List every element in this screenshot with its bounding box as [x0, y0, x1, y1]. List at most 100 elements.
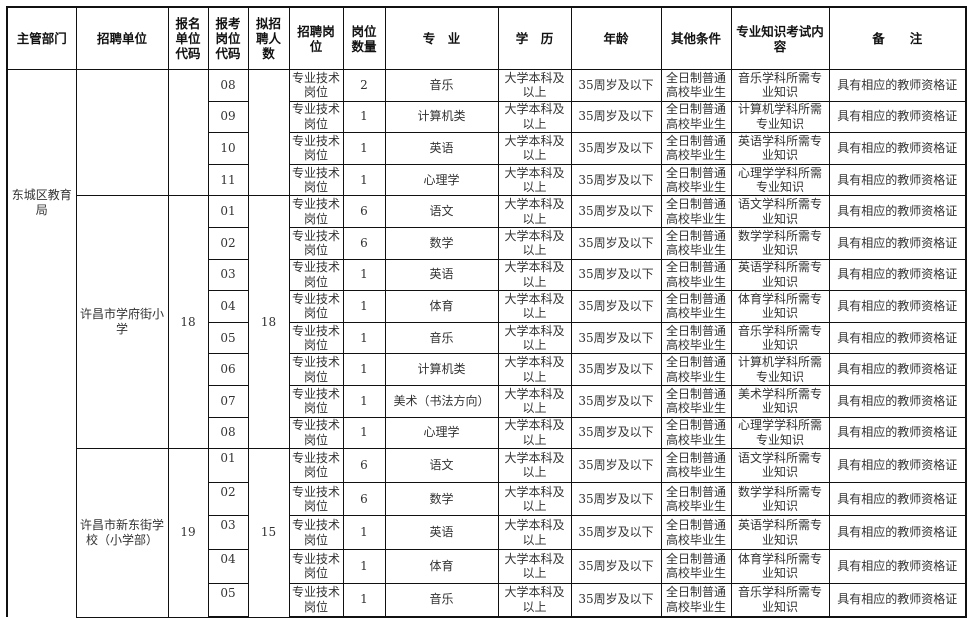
exam-cell-text: 英语学科所需专业知识: [737, 518, 822, 547]
post-num-cell: 6: [342, 481, 386, 517]
age-cell: 35周岁及以下: [570, 69, 662, 102]
other-cell: 全日制普通高校毕业生: [660, 582, 732, 618]
education-cell-text: 大学本科及以上: [504, 355, 565, 384]
unit-cell: 许昌市学府街小学: [75, 195, 169, 450]
note-cell: 具有相应的教师资格证: [828, 448, 967, 483]
note-cell: 具有相应的教师资格证: [828, 481, 967, 517]
post-cell: 专业技术岗位: [288, 258, 344, 292]
post-num-cell: 6: [342, 226, 386, 260]
age-cell: 35周岁及以下: [570, 321, 662, 355]
education-cell-text: 大学本科及以上: [504, 165, 565, 195]
major-cell: 心理学: [384, 416, 499, 450]
age-cell: 35周岁及以下: [570, 132, 662, 165]
post-num-cell: 1: [342, 353, 386, 386]
education-cell-text: 大学本科及以上: [504, 386, 565, 416]
age-cell: 35周岁及以下: [570, 290, 662, 323]
department-cell: 东城区教育局: [6, 69, 77, 618]
age-cell: 35周岁及以下: [570, 582, 662, 618]
post-code-cell: 01: [207, 448, 249, 483]
major-cell: 体育: [384, 548, 499, 584]
other-cell: 全日制普通高校毕业生: [660, 353, 732, 386]
other-cell: 全日制普通高校毕业生: [660, 548, 732, 584]
post-cell: 专业技术岗位: [288, 416, 344, 450]
other-cell: 全日制普通高校毕业生: [660, 416, 732, 450]
other-cell: 全日制普通高校毕业生: [660, 69, 732, 102]
other-cell: 全日制普通高校毕业生: [660, 258, 732, 292]
note-cell: 具有相应的教师资格证: [828, 321, 967, 355]
note-cell: 具有相应的教师资格证: [828, 515, 967, 550]
education-cell: 大学本科及以上: [497, 384, 572, 418]
other-cell-text: 全日制普通高校毕业生: [665, 197, 726, 226]
note-cell: 具有相应的教师资格证: [828, 290, 967, 323]
table-row: 07 专业技术岗位 1 美术（书法方向） 大学本科及以上 35周岁及以下 全日制普通高校毕业…: [7, 384, 967, 418]
other-cell-text: 全日制普通高校毕业生: [665, 165, 726, 195]
header-hire-count: 拟招聘人数: [247, 6, 290, 70]
age-cell: 35周岁及以下: [570, 548, 662, 584]
unit-code-cell: [167, 68, 209, 197]
exam-cell-text: 计算机学科所需专业知识: [737, 355, 822, 384]
other-cell-text: 全日制普通高校毕业生: [665, 228, 726, 258]
header-exam: 专业知识考试内容: [730, 6, 830, 70]
other-cell: 全日制普通高校毕业生: [660, 515, 732, 550]
hire-count-cell: 18: [247, 195, 290, 450]
age-cell: 35周岁及以下: [570, 481, 662, 517]
header-age: 年龄: [570, 6, 662, 70]
post-num-cell: 1: [342, 100, 386, 134]
table-row: 东城区教育局 08 专业技术岗位 2 音乐 大学本科及以上 35周岁及以下 全日制普通高校毕业…: [6, 68, 967, 618]
post-num-cell: 1: [342, 258, 386, 292]
exam-cell: 语文学科所需专业知识: [730, 195, 830, 228]
major-cell: 计算机类: [384, 353, 499, 386]
post-cell: 专业技术岗位: [288, 481, 344, 517]
post-num-cell: 1: [342, 290, 386, 323]
header-post: 招聘岗位: [288, 6, 344, 70]
unit-cell: 许昌市新东街学校（小学部）: [75, 448, 169, 618]
major-cell: 英语: [384, 258, 499, 292]
exam-cell: 体育学科所需专业知识: [730, 548, 830, 584]
table-row: 03 专业技术岗位 1 英语 大学本科及以上 35周岁及以下 全日制普通高校毕业生 英语学科所…: [7, 258, 967, 292]
education-cell-text: 大学本科及以上: [504, 323, 565, 353]
post-cell-text: 专业技术岗位: [291, 323, 340, 353]
post-num-cell: 6: [342, 195, 386, 228]
education-cell: 大学本科及以上: [497, 416, 572, 450]
header-unit-code: 报名单位代码: [167, 6, 209, 70]
post-code-cell: 07: [207, 384, 249, 418]
post-code-cell: 06: [207, 353, 249, 386]
note-cell: 具有相应的教师资格证: [828, 69, 967, 102]
post-num-cell: 1: [342, 384, 386, 418]
note-cell: 具有相应的教师资格证: [828, 258, 967, 292]
post-code-cell: 02: [207, 481, 249, 517]
age-cell: 35周岁及以下: [570, 195, 662, 228]
education-cell: 大学本科及以上: [497, 69, 572, 102]
post-cell: 专业技术岗位: [288, 448, 344, 483]
exam-cell: 音乐学科所需专业知识: [730, 321, 830, 355]
header-major: 专 业: [384, 6, 499, 70]
education-cell: 大学本科及以上: [497, 258, 572, 292]
post-num-cell: 1: [342, 582, 386, 618]
header-post-num: 岗位数量: [342, 6, 386, 70]
post-cell: 专业技术岗位: [288, 195, 344, 228]
major-cell: 体育: [384, 290, 499, 323]
education-cell-text: 大学本科及以上: [504, 518, 565, 547]
education-cell-text: 大学本科及以上: [504, 133, 565, 163]
post-code-cell: 05: [207, 582, 249, 618]
education-cell-text: 大学本科及以上: [504, 70, 565, 100]
age-cell: 35周岁及以下: [570, 448, 662, 483]
major-cell: 音乐: [384, 321, 499, 355]
post-num-cell: 1: [342, 515, 386, 550]
other-cell: 全日制普通高校毕业生: [660, 226, 732, 260]
age-cell: 35周岁及以下: [570, 100, 662, 134]
other-cell-text: 全日制普通高校毕业生: [665, 450, 726, 480]
table-row: 04 专业技术岗位 1 体育 大学本科及以上 35周岁及以下 全日制普通高校毕业生 体育学科所…: [7, 290, 967, 323]
post-cell: 专业技术岗位: [288, 69, 344, 102]
hire-count-cell: 15: [247, 448, 290, 618]
unit-code-cell: 19: [167, 448, 209, 618]
table-row: 06 专业技术岗位 1 计算机类 大学本科及以上 35周岁及以下 全日制普通高校毕业生 计算机…: [7, 353, 967, 386]
other-cell-text: 全日制普通高校毕业生: [665, 323, 726, 353]
table-row: 05 专业技术岗位 1 音乐 大学本科及以上 35周岁及以下 全日制普通高校毕业生 音乐学科所…: [7, 321, 967, 355]
post-cell-text: 专业技术岗位: [291, 551, 340, 581]
age-cell: 35周岁及以下: [570, 226, 662, 260]
exam-cell: 计算机学科所需专业知识: [730, 100, 830, 134]
note-cell: 具有相应的教师资格证: [828, 226, 967, 260]
note-cell: 具有相应的教师资格证: [828, 548, 967, 584]
post-cell: 专业技术岗位: [288, 321, 344, 355]
